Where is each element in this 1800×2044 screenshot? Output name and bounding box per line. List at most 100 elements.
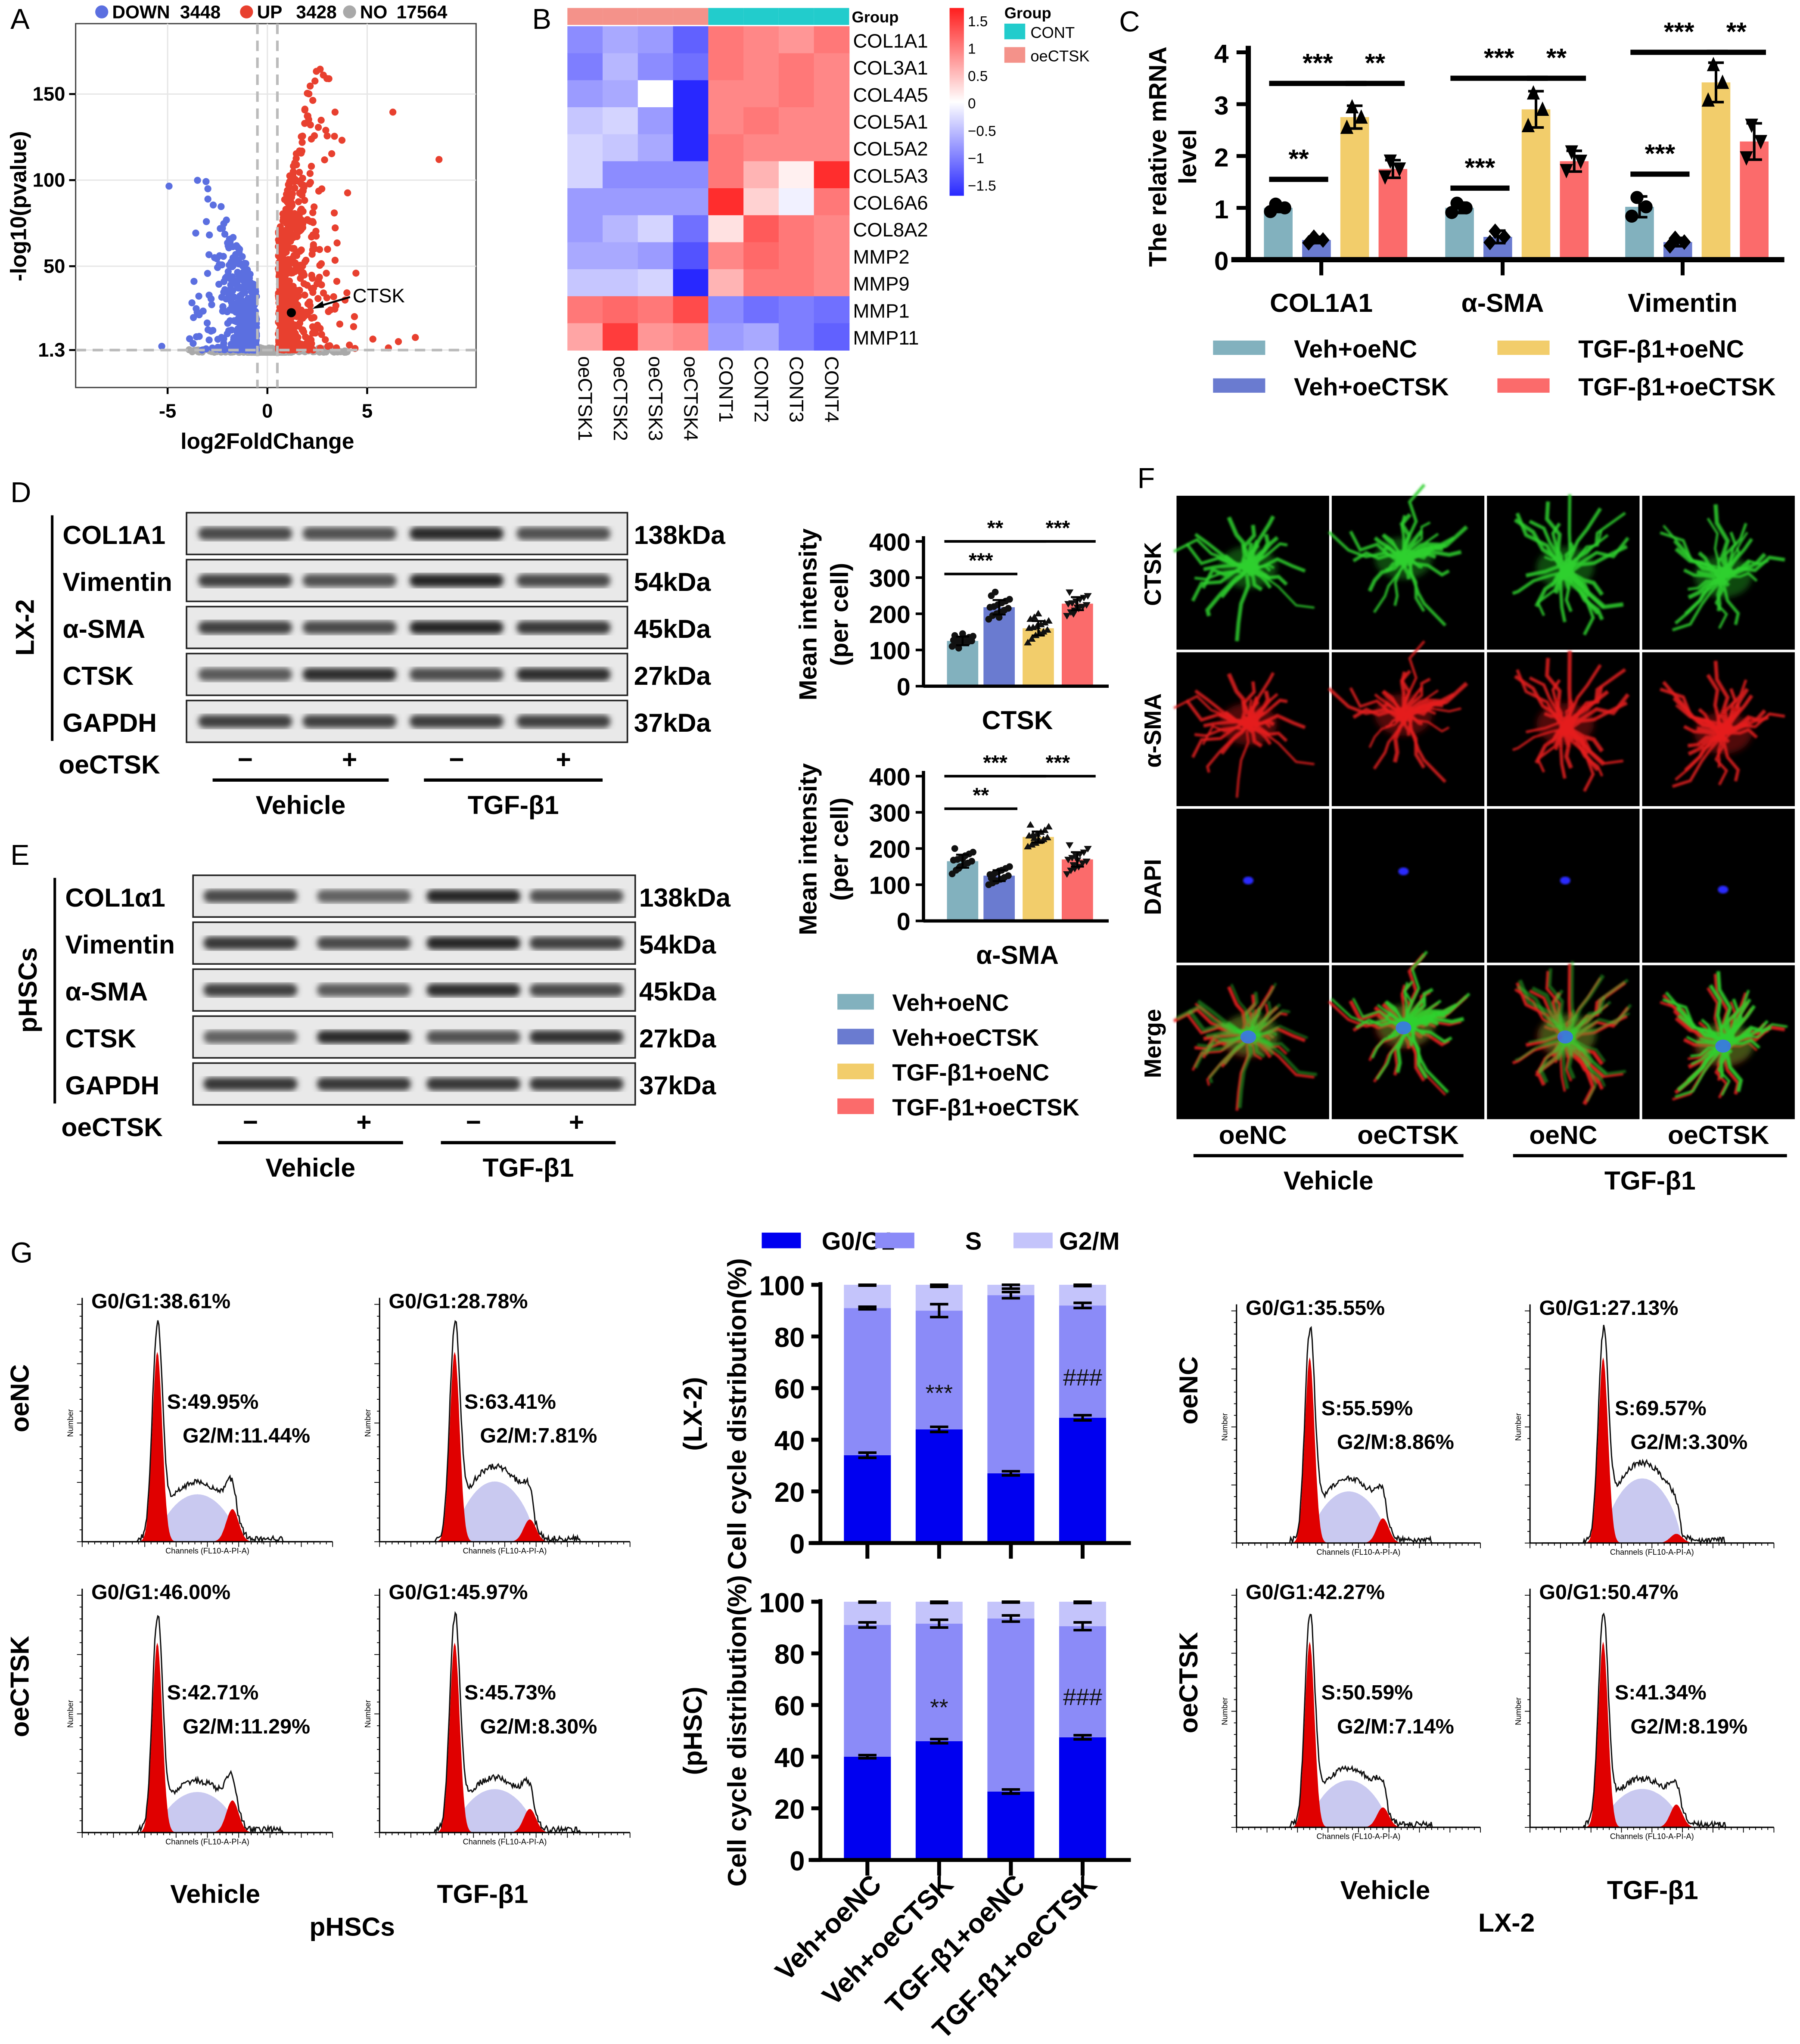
fluorescence-image: [1173, 652, 1329, 806]
y-tick-label: 200: [869, 601, 911, 628]
data-point: [1066, 842, 1074, 849]
heatmap-cell: [603, 188, 638, 216]
data-point: [1393, 162, 1406, 177]
y-tick-label: 60: [774, 1374, 805, 1404]
significance-label: ***: [1484, 43, 1514, 72]
point-up: [282, 242, 289, 249]
data-point: [1084, 846, 1092, 853]
heatmap-cell: [743, 269, 779, 297]
category-label: α-SMA: [1461, 288, 1544, 317]
lane-sign: −: [243, 1107, 258, 1137]
heatmap-cell: [814, 134, 850, 162]
point-up: [313, 68, 320, 75]
heatmap-cell: [814, 107, 850, 135]
g0g1-peak: [424, 1643, 568, 1833]
s-label: S:41.34%: [1615, 1681, 1707, 1704]
row-label: COL3A1: [853, 57, 928, 79]
heatmap-cell: [708, 323, 744, 351]
lane-sign: −: [238, 745, 253, 774]
y-axis-caption: Number: [1514, 1697, 1523, 1725]
significance-label: ***: [1664, 17, 1694, 46]
cell-cycle-histogram: Channels (FL10-A-PI-A) Number G0/G1:28.78%…: [364, 1290, 631, 1555]
fluorescence-image: [1642, 652, 1795, 806]
group-label: TGF-β1: [483, 1153, 574, 1182]
point-down: [218, 203, 225, 210]
x-axis-label: log2FoldChange: [180, 429, 354, 454]
cell-fibers: [1512, 651, 1630, 792]
protein-band: [203, 936, 298, 950]
data-point: [968, 857, 975, 865]
legend-swatch: [837, 1098, 874, 1114]
column-label: CONT4: [821, 356, 842, 422]
point-up: [395, 338, 402, 345]
cell-cycle-stacked-bar-G-LX-2: *** ### 0 20 40 60 80 100 (LX-2) Cell cycle distr…: [678, 1258, 1131, 1570]
point-up: [352, 270, 360, 277]
kda-label: 54kDa: [639, 930, 717, 959]
heatmap-cell: [637, 134, 674, 162]
y-tick-label: 20: [774, 1794, 805, 1825]
data-point: [970, 633, 976, 640]
g0g1-label: G0/G1:46.00%: [91, 1581, 230, 1604]
image-background: [1487, 808, 1640, 963]
bar-segment-G0/G1: [915, 1741, 963, 1860]
heatmap-cell: [567, 188, 603, 216]
heatmap-cell: [708, 215, 744, 243]
bar-segment-S: [915, 1311, 963, 1429]
panel-label-D: D: [10, 477, 31, 509]
heatmap-cell: [778, 269, 815, 297]
point-up: [330, 293, 337, 301]
heatmap-cell: [567, 161, 603, 189]
point-up: [304, 282, 311, 289]
protein-band: [426, 1077, 521, 1090]
y-tick-label: 60: [774, 1691, 805, 1721]
data-point: [1383, 154, 1397, 169]
y-tick-label: 0: [1214, 246, 1229, 276]
point-up: [322, 127, 330, 134]
y-tick-label: 4: [1214, 39, 1229, 68]
heatmap-cell: [673, 269, 709, 297]
point-up: [290, 296, 298, 303]
protein-label: GAPDH: [62, 708, 157, 737]
heatmap-cell: [567, 323, 603, 351]
point-down: [158, 342, 165, 350]
chart-label: CTSK: [982, 705, 1053, 735]
s-label: S:69.57%: [1615, 1397, 1707, 1420]
point-down: [211, 254, 218, 261]
data-point: [1574, 155, 1588, 169]
heatmap-cell: [743, 80, 779, 108]
data-point: [1045, 617, 1053, 624]
legend-swatch: [1497, 378, 1550, 393]
legend-label: NO: [360, 2, 388, 22]
point-down: [239, 309, 246, 317]
protein-band: [198, 621, 292, 634]
data-point: [1639, 200, 1653, 214]
y-tick-label: 0: [790, 1846, 805, 1876]
x-tick-label: 0: [262, 400, 273, 422]
bar-segment-G0/G1: [844, 1455, 891, 1543]
y-tick-label: 100: [759, 1587, 805, 1618]
nucleus: [1396, 1021, 1411, 1034]
row-label: COL8A2: [853, 219, 928, 241]
group-annotation-cell: [673, 8, 709, 25]
significance-label: **: [930, 1694, 948, 1721]
bar-segment-S: [915, 1624, 963, 1741]
point-up: [308, 233, 315, 241]
protein-label: CTSK: [62, 661, 134, 690]
y-axis-caption: Number: [66, 1409, 75, 1437]
point-up: [332, 302, 340, 309]
point-up: [279, 329, 286, 336]
heatmap-cell: [637, 269, 674, 297]
point-down: [246, 278, 254, 286]
heatmap-cell: [814, 188, 850, 216]
bar-segment-S: [1059, 1626, 1106, 1737]
nucleus: [1240, 1030, 1256, 1044]
y-tick-label: 100: [759, 1271, 805, 1301]
protein-label: COL1A1: [62, 520, 165, 550]
point-up: [314, 124, 322, 131]
bar-segment-G0/G1: [1059, 1737, 1106, 1860]
heatmap-cell: [708, 188, 744, 216]
point-up: [306, 82, 314, 90]
heatmap-cell: [673, 242, 709, 270]
point-up: [298, 268, 306, 276]
